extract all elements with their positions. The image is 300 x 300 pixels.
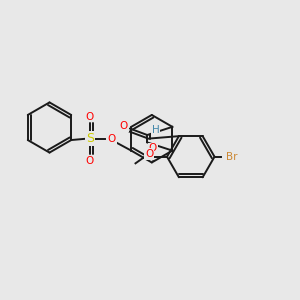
Text: O: O [85,112,94,122]
Text: S: S [86,132,94,145]
Text: O: O [148,143,157,153]
Text: O: O [108,134,116,144]
Text: O: O [119,121,128,131]
Text: O: O [85,156,94,166]
Text: Br: Br [226,152,237,162]
Text: O: O [145,149,153,159]
Text: H: H [152,125,160,135]
